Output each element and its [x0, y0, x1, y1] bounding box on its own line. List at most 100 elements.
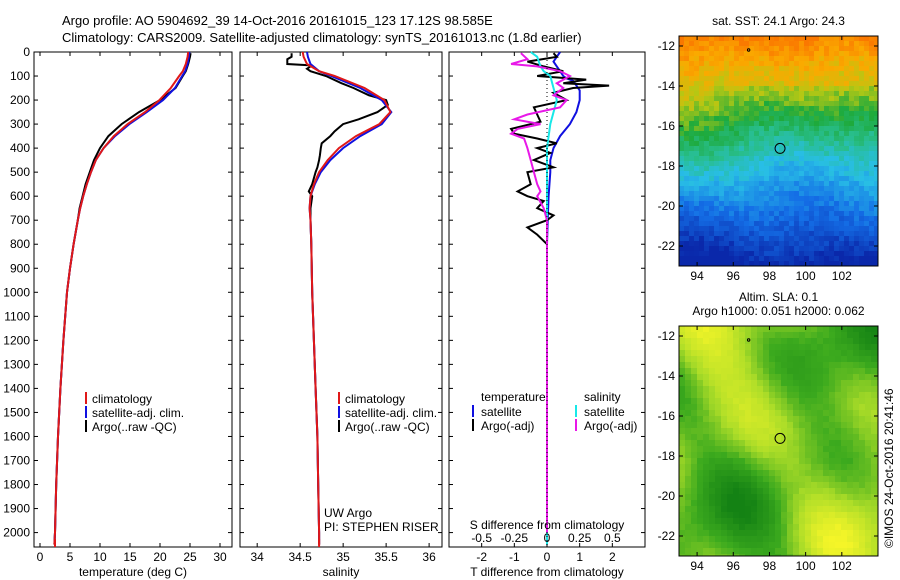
map-cell — [784, 146, 789, 151]
map-cell — [769, 126, 774, 131]
map-cell — [749, 81, 754, 86]
map-cell — [869, 91, 874, 96]
map-cell — [824, 231, 829, 236]
map-cell — [787, 554, 793, 556]
map-cell — [709, 146, 714, 151]
map-cell — [871, 326, 877, 332]
map-cell — [811, 536, 817, 542]
map-cell — [817, 398, 823, 404]
map-cell — [684, 81, 689, 86]
legend-label: Argo(..raw -QC) — [345, 420, 430, 434]
map-cell — [844, 121, 849, 126]
map-cell — [703, 500, 709, 506]
map-cell — [679, 512, 685, 518]
map-cell — [799, 416, 805, 422]
map-cell — [865, 338, 871, 344]
map-cell — [739, 554, 745, 556]
map-cell — [784, 156, 789, 161]
depth-tick-label: 100 — [10, 69, 30, 83]
map-cell — [874, 66, 878, 71]
map-cell — [709, 446, 715, 452]
map-cell — [679, 332, 685, 338]
map-cell — [724, 141, 729, 146]
map-cell — [739, 101, 744, 106]
map-cell — [799, 56, 804, 61]
map-cell — [859, 181, 864, 186]
map-cell — [699, 96, 704, 101]
map-cell — [697, 440, 703, 446]
map-cell — [859, 488, 865, 494]
map-cell — [724, 181, 729, 186]
map-cell — [819, 66, 824, 71]
map-cell — [823, 470, 829, 476]
map-cell — [849, 66, 854, 71]
map-cell — [745, 404, 751, 410]
map-cell — [699, 216, 704, 221]
map-cell — [714, 126, 719, 131]
map-cell — [739, 46, 744, 51]
map-cell — [691, 440, 697, 446]
map-cell — [844, 91, 849, 96]
map-cell — [684, 96, 689, 101]
depth-tick-label: 1700 — [3, 453, 30, 467]
map-cell — [829, 500, 835, 506]
map-cell — [809, 181, 814, 186]
map-cell — [727, 374, 733, 380]
map-cell — [689, 161, 694, 166]
map-cell — [699, 126, 704, 131]
map-cell — [854, 151, 859, 156]
map-cell — [804, 221, 809, 226]
map-cell — [704, 96, 709, 101]
map-cell — [749, 116, 754, 121]
legend-title-temperature: temperature — [481, 390, 546, 404]
map-cell — [869, 131, 874, 136]
map-cell — [727, 350, 733, 356]
map-cell — [817, 506, 823, 512]
map-y-tick-label: -12 — [658, 329, 676, 343]
map-cell — [805, 380, 811, 386]
map-cell — [704, 191, 709, 196]
map-cell — [804, 226, 809, 231]
map-cell — [734, 96, 739, 101]
map-cell — [859, 416, 865, 422]
map-cell — [834, 216, 839, 221]
map-cell — [847, 326, 853, 332]
map-cell — [704, 86, 709, 91]
map-cell — [799, 186, 804, 191]
map-cell — [804, 56, 809, 61]
map-cell — [839, 191, 844, 196]
map-cell — [814, 61, 819, 66]
map-cell — [764, 126, 769, 131]
map-cell — [679, 440, 685, 446]
map-cell — [824, 181, 829, 186]
map-cell — [759, 201, 764, 206]
map-cell — [799, 176, 804, 181]
map-cell — [763, 362, 769, 368]
map-cell — [763, 530, 769, 536]
map-cell — [794, 96, 799, 101]
map-cell — [869, 241, 874, 246]
map-cell — [859, 524, 865, 530]
map-title: Altim. SLA: 0.1 — [739, 290, 819, 304]
depth-tick-label: 1100 — [4, 309, 30, 323]
map-cell — [834, 121, 839, 126]
map-cell — [684, 156, 689, 161]
map-cell — [699, 146, 704, 151]
map-cell — [769, 211, 774, 216]
map-cell — [769, 332, 775, 338]
map-cell — [819, 121, 824, 126]
map-cell — [781, 488, 787, 494]
map-cell — [787, 482, 793, 488]
map-cell — [854, 56, 859, 61]
map-cell — [734, 231, 739, 236]
map-cell — [727, 500, 733, 506]
map-cell — [854, 206, 859, 211]
map-cell — [824, 111, 829, 116]
map-cell — [865, 476, 871, 482]
map-cell — [774, 121, 779, 126]
map-cell — [694, 206, 699, 211]
map-cell — [763, 386, 769, 392]
map-cell — [709, 86, 714, 91]
map-cell — [734, 151, 739, 156]
s-tick-label: 0.25 — [568, 531, 592, 545]
